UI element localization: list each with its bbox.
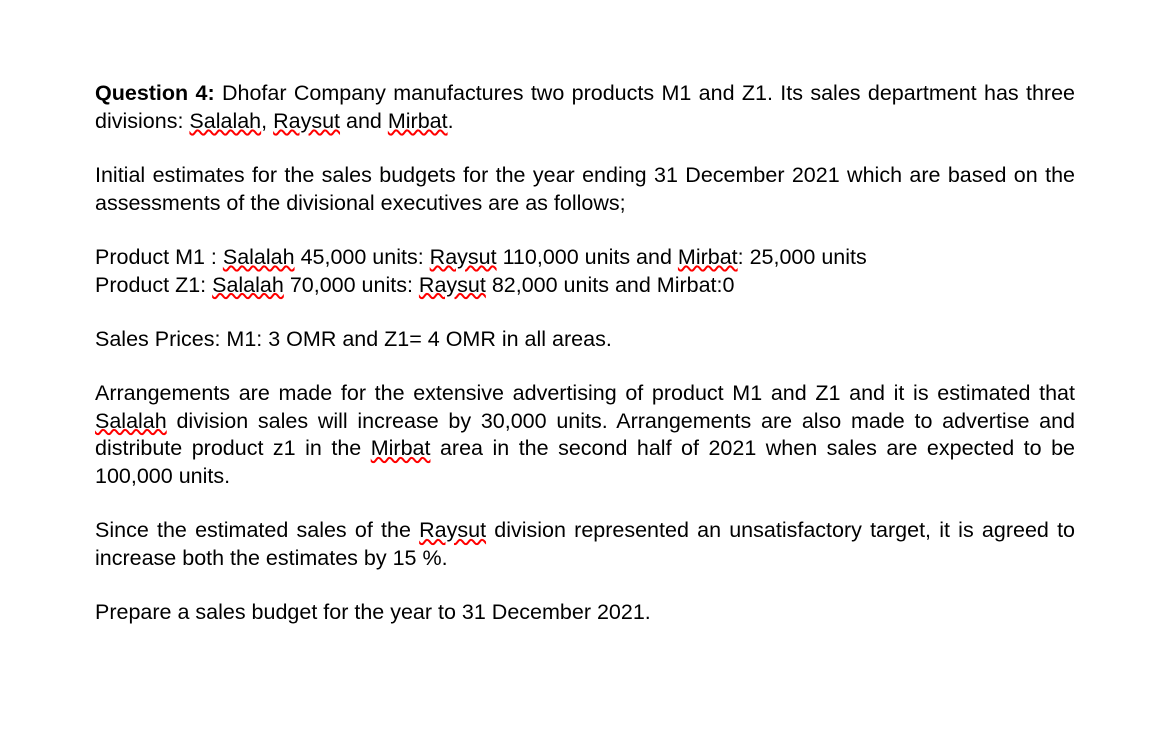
m1-prefix: Product M1 :	[95, 245, 223, 269]
document-body: Question 4: Dhofar Company manufactures …	[95, 80, 1075, 627]
question-intro: Question 4: Dhofar Company manufactures …	[95, 80, 1075, 136]
raysut-para: Since the estimated sales of the Raysut …	[95, 517, 1075, 573]
division-raysut: Raysut	[273, 109, 340, 133]
arr-part1: Arrangements are made for the extensive …	[95, 381, 1075, 405]
m1-salalah: Salalah	[223, 245, 295, 269]
product-m1-line: Product M1 : Salalah 45,000 units: Raysu…	[95, 244, 1075, 272]
z1-prefix: Product Z1:	[95, 273, 212, 297]
z1-salalah: Salalah	[212, 273, 284, 297]
product-z1-line: Product Z1: Salalah 70,000 units: Raysut…	[95, 272, 1075, 300]
m1-val2: 110,000 units and	[497, 245, 678, 269]
initial-estimates: Initial estimates for the sales budgets …	[95, 162, 1075, 218]
ray-part1: Since the estimated sales of the	[95, 518, 419, 542]
m1-val1: 45,000 units:	[295, 245, 430, 269]
question-label: Question 4:	[95, 81, 215, 105]
prepare-line: Prepare a sales budget for the year to 3…	[95, 599, 1075, 627]
arr-mirbat: Mirbat	[371, 436, 431, 460]
ray-loc: Raysut	[419, 518, 486, 542]
z1-raysut: Raysut	[419, 273, 486, 297]
division-salalah: Salalah	[189, 109, 261, 133]
separator: and	[340, 109, 388, 133]
m1-raysut: Raysut	[430, 245, 497, 269]
intro-end: .	[448, 109, 454, 133]
m1-mirbat: Mirbat	[678, 245, 738, 269]
arrangements-para: Arrangements are made for the extensive …	[95, 380, 1075, 492]
separator: ,	[261, 109, 273, 133]
m1-val3: : 25,000 units	[738, 245, 867, 269]
z1-val1: 70,000 units:	[284, 273, 419, 297]
z1-val2: 82,000 units and Mirbat:0	[486, 273, 735, 297]
arr-salalah: Salalah	[95, 409, 167, 433]
sales-prices: Sales Prices: M1: 3 OMR and Z1= 4 OMR in…	[95, 326, 1075, 354]
division-mirbat: Mirbat	[388, 109, 448, 133]
